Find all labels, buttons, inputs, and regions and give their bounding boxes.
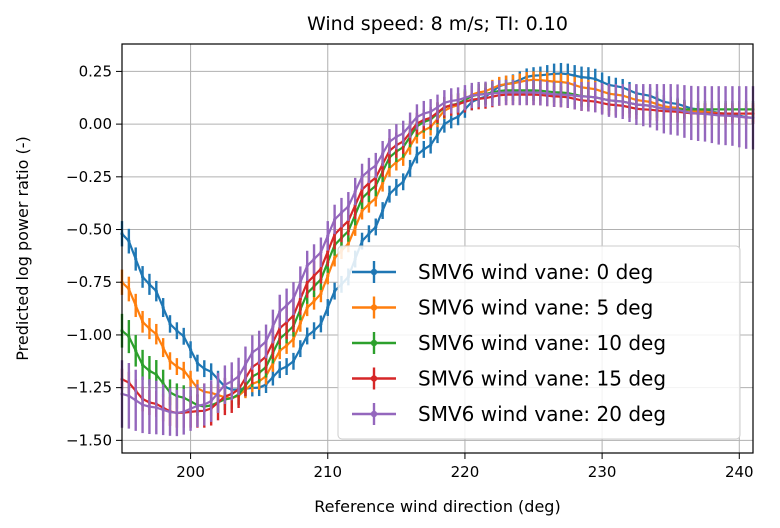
x-tick-label: 240 — [725, 463, 754, 481]
y-tick-label: −0.75 — [66, 273, 112, 291]
ticks: 200 210 220 230 240 0.25 0.00 −0.25 −0.50 −0.75 −1… — [66, 62, 754, 481]
legend-label: SMV6 wind vane: 0 deg — [418, 260, 653, 284]
y-tick-label: −1.25 — [66, 379, 112, 397]
y-tick-label: 0.00 — [79, 115, 112, 133]
y-tick-label: −0.50 — [66, 221, 112, 239]
y-tick-label: 0.25 — [79, 62, 112, 80]
legend-label: SMV6 wind vane: 10 deg — [418, 331, 666, 355]
legend-item: SMV6 wind vane: 20 deg — [352, 402, 666, 426]
x-tick-label: 210 — [313, 463, 342, 481]
legend-item: SMV6 wind vane: 15 deg — [352, 367, 666, 391]
legend-swatch-marker — [370, 304, 378, 311]
legend-label: SMV6 wind vane: 5 deg — [418, 296, 653, 320]
y-tick-label: −1.00 — [66, 326, 112, 344]
legend-swatch-marker — [370, 375, 378, 382]
legend-item: SMV6 wind vane: 5 deg — [352, 296, 653, 320]
legend: SMV6 wind vane: 0 deg SMV6 wind vane: 5 d… — [337, 245, 741, 440]
plot-frame — [121, 43, 754, 454]
legend-swatch-marker — [370, 339, 378, 347]
legend-label: SMV6 wind vane: 15 deg — [418, 367, 666, 391]
y-tick-label: −0.25 — [66, 168, 112, 186]
chart-title: Wind speed: 8 m/s; TI: 0.10 — [307, 13, 568, 35]
series-layer — [120, 62, 755, 437]
legend-item: SMV6 wind vane: 10 deg — [352, 331, 666, 355]
series-4 — [120, 79, 755, 437]
legend-label: SMV6 wind vane: 20 deg — [418, 402, 666, 426]
legend-box — [337, 245, 741, 440]
x-tick-label: 200 — [176, 463, 205, 481]
x-tick-label: 220 — [451, 463, 480, 481]
y-axis-label: Predicted log power ratio (-) — [13, 136, 32, 360]
y-tick-label: −1.50 — [66, 431, 112, 449]
x-axis-label: Reference wind direction (deg) — [314, 497, 560, 516]
legend-item: SMV6 wind vane: 0 deg — [352, 260, 653, 284]
legend-swatch-marker — [370, 410, 378, 418]
x-tick-label: 230 — [588, 463, 617, 481]
legend-swatch-marker — [370, 268, 378, 276]
series-line — [121, 91, 754, 415]
series-line — [121, 72, 754, 391]
